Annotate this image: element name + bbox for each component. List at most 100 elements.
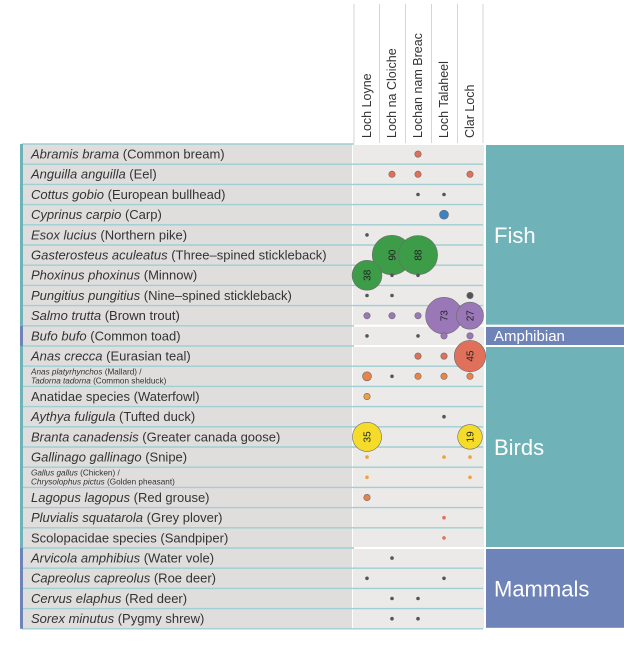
row-label-band [22,346,352,367]
bubble-value-label: 35 [363,431,374,443]
row-label: Chrysolophus pictus (Golden pheasant) [31,478,175,487]
row-label-band [22,144,352,165]
data-bubble [390,293,394,298]
row-label: Gasterosteus aculeatus (Three–spined sti… [31,248,327,263]
row-label: Gallus gallus (Chicken) / [31,469,120,478]
data-bubble [416,334,420,338]
data-bubble [363,493,371,501]
row-label-band [22,467,352,488]
column-label: Clar Loch [463,84,477,138]
data-bubble [466,372,474,380]
group-label: Birds [494,435,544,460]
bubble-value-label: 88 [414,249,425,261]
data-bubble [456,301,484,330]
data-bubble [440,352,448,360]
row-label-band [22,426,352,447]
data-bubble [414,372,422,380]
row-label-band [22,447,352,468]
data-bubble [440,372,448,380]
data-bubble [388,170,396,178]
data-bubble [416,596,420,601]
data-bubble [414,352,422,360]
row-label: Gallinago gallinago (Snipe) [31,450,187,465]
column-label: Loch na Cloiche [385,48,399,138]
data-bubble [365,576,369,581]
row-label: Branta canadensis (Greater canada goose) [31,429,280,444]
row-label-band [22,487,352,508]
row-label: Abramis brama (Common bream) [30,147,225,162]
row-label: Sorex minutus (Pygmy shrew) [31,611,204,626]
data-bubble [466,291,474,299]
row-label-band [22,527,352,548]
data-bubble [416,616,420,621]
row-label-band [22,245,352,266]
group-edge [20,144,23,326]
data-bubble [414,150,422,158]
data-bubble [442,576,446,581]
data-bubble [468,475,472,480]
row-label-band [22,588,352,609]
group-label: Amphibian [494,328,565,345]
row-label: Pungitius pungitius (Nine–spined stickle… [31,288,292,303]
header-panel [354,4,483,144]
row-grid-band [354,548,483,569]
data-bubble [390,596,394,601]
data-bubble [440,332,448,340]
data-bubble [363,312,371,320]
data-bubble [442,414,446,419]
row-label-band [22,305,352,326]
row-label-band [22,568,352,589]
row-label-band [22,184,352,205]
row-label-band [22,285,352,306]
row-grid-band [354,507,483,528]
bubble-value-label: 45 [466,350,477,362]
row-label-band [22,325,352,346]
data-bubble [453,340,487,373]
data-bubble [351,260,383,291]
data-bubble [390,616,394,621]
data-bubble [390,273,394,278]
row-label: Phoxinus phoxinus (Minnow) [31,268,197,283]
row-grid-band [354,386,483,407]
row-label: Tadorna tadorna (Common shelduck) [31,377,167,386]
row-label: Cervus elaphus (Red deer) [31,591,187,606]
data-bubble [365,334,369,338]
data-bubble [365,475,369,480]
column-label: Lochan nam Breac [411,33,425,138]
row-grid-band [354,426,483,447]
data-bubble [388,312,396,320]
row-label: Arvicola amphibius (Water vole) [30,551,214,566]
row-label: Scolopacidae species (Sandpiper) [31,530,228,545]
data-bubble [442,536,446,540]
row-grid-band [354,568,483,589]
row-grid-band [354,527,483,548]
data-bubble [466,332,474,340]
group-panel [486,347,624,547]
row-label: Cyprinus carpio (Carp) [31,207,162,222]
group-edge [20,325,23,346]
row-label: Anguilla anguilla (Eel) [30,167,157,182]
row-label: Aythya fuligula (Tufted duck) [30,409,195,424]
group-label: Mammals [494,576,589,601]
row-label: Lagopus lagopus (Red grouse) [31,490,210,505]
data-bubble [363,392,371,400]
data-bubble [362,371,372,382]
data-bubble [457,424,483,450]
data-bubble [442,515,446,520]
row-grid-band [354,406,483,427]
row-label: Bufo bufo (Common toad) [31,328,181,343]
group-label: Fish [494,223,536,248]
group-edge [20,548,23,629]
bubble-value-label: 38 [363,269,374,281]
row-label-band [22,164,352,185]
group-panel [486,326,624,345]
data-bubble [352,422,382,452]
data-bubble [414,312,422,320]
row-grid-band [354,467,483,488]
data-bubble [390,374,394,379]
row-label-band [22,386,352,407]
row-label-band [22,265,352,286]
row-label: Salmo trutta (Brown trout) [31,308,180,323]
row-label-band [22,507,352,528]
data-bubble [414,170,422,178]
